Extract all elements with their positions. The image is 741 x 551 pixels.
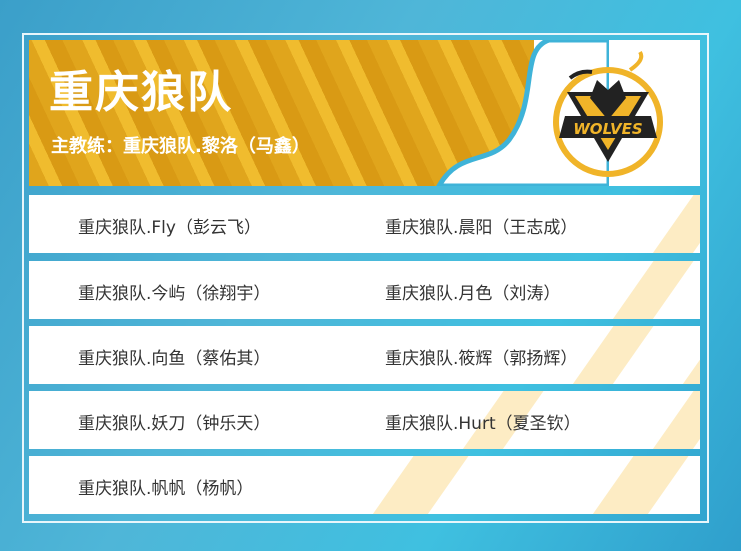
player-name: 重庆狼队.妖刀（钟乐天） [78,414,271,434]
svg-text:WOLVES: WOLVES [573,120,642,138]
player-row: 重庆狼队.妖刀（钟乐天） 重庆狼队.Hurt（夏圣钦） [29,391,700,449]
player-row: 重庆狼队.Fly（彭云飞） 重庆狼队.晨阳（王志成） [29,195,700,253]
wolves-logo-icon: WOLVES [553,50,663,177]
player-name: 重庆狼队.今屿（徐翔宇） [78,284,271,304]
team-name: 重庆狼队 [49,67,233,118]
player-name: 重庆狼队.Fly（彭云飞） [78,218,261,238]
head-coach: 主教练：重庆狼队.黎洛（马鑫） [51,136,310,157]
player-name: 重庆狼队.晨阳（王志成） [385,218,578,238]
player-name: 重庆狼队.Hurt（夏圣钦） [385,414,581,434]
player-name: 重庆狼队.向鱼（蔡佑其） [78,349,271,369]
player-name: 重庆狼队.帆帆（杨帆） [78,479,254,499]
card-frame [22,33,709,523]
team-header: 重庆狼队 主教练：重庆狼队.黎洛（马鑫） [29,40,700,186]
player-row: 重庆狼队.向鱼（蔡佑其） 重庆狼队.筱辉（郭扬辉） [29,326,700,384]
player-row: 重庆狼队.今屿（徐翔宇） 重庆狼队.月色（刘涛） [29,261,700,319]
player-name: 重庆狼队.筱辉（郭扬辉） [385,349,578,369]
player-name: 重庆狼队.月色（刘涛） [385,284,561,304]
player-row: 重庆狼队.帆帆（杨帆） [29,456,700,514]
